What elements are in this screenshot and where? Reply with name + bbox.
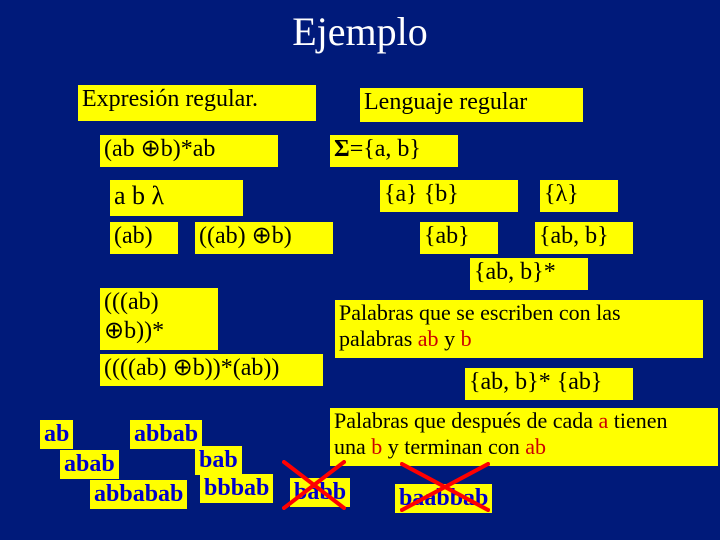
word-2: abab [60, 450, 119, 479]
text-span: ={a, b} [350, 136, 421, 162]
box-expr_main: (ab ⊕b)*ab [100, 135, 278, 167]
word-4: abbabab [90, 480, 187, 509]
text-span: b))* [124, 318, 164, 344]
box-triple_star: (((ab) ⊕b))* [100, 288, 218, 350]
word-3: bab [195, 446, 242, 475]
word-1: abbab [130, 420, 202, 449]
text-span: ab [418, 326, 439, 351]
box-set_ab: {ab} [420, 222, 498, 254]
box-set_abb: {ab, b} [535, 222, 633, 254]
box-lambda_set: {λ} [540, 180, 618, 212]
slide-title: Ejemplo [292, 9, 428, 54]
slide-root: Ejemplo Expresión regular. Lenguaje regul… [0, 0, 720, 540]
text-span: Palabras que se escriben con las palabra… [339, 300, 621, 351]
text-span: Σ [334, 136, 350, 162]
word-7: baabbab [395, 484, 492, 513]
box-desc2: Palabras que después de cada a tienen un… [330, 408, 718, 466]
text-span: ((((ab) [104, 355, 173, 381]
word-6: babb [290, 478, 350, 507]
box-expr_header: Expresión regular. [78, 85, 316, 121]
symbol-span: ⊕ [141, 136, 161, 162]
text-span: b [371, 434, 382, 459]
symbol-span: ⊕ [252, 223, 272, 249]
text-span: b)*ab [161, 136, 216, 162]
text-span: b [461, 326, 472, 351]
title-bar: Ejemplo [0, 0, 720, 69]
text-span: b) [272, 223, 292, 249]
box-set_abb_star_ab: {ab, b}* {ab} [465, 368, 633, 400]
text-span: ((ab) [199, 223, 252, 249]
symbol-span: λ [556, 181, 568, 207]
word-0: ab [40, 420, 73, 449]
text-span: (((ab) [104, 289, 159, 315]
text-span: b))*(ab)) [193, 355, 280, 381]
text-span: (ab [104, 136, 141, 162]
box-desc1: Palabras que se escriben con las palabra… [335, 300, 703, 358]
text-span: } [567, 181, 579, 207]
box-sigma: Σ={a, b} [330, 135, 458, 167]
box-ab_single: (ab) [110, 222, 178, 254]
box-abk: a b λ [110, 180, 243, 216]
word-5: bbbab [200, 474, 273, 503]
box-full_expr: ((((ab) ⊕b))*(ab)) [100, 354, 323, 386]
text-span: a [599, 408, 609, 433]
symbol-span: ⊕ [104, 318, 124, 344]
box-lang_header: Lenguaje regular [360, 88, 583, 122]
box-ab_sets: {a} {b} [380, 180, 518, 212]
text-span: y [439, 326, 461, 351]
text-span: { [544, 181, 556, 207]
text-span: a b [114, 181, 152, 210]
text-span: ab [525, 434, 546, 459]
symbol-span: ⊕ [173, 355, 193, 381]
box-ab_plus_b: ((ab) ⊕b) [195, 222, 333, 254]
text-span: y terminan con [382, 434, 525, 459]
box-set_abb_star: {ab, b}* [470, 258, 588, 290]
text-span: Palabras que después de cada [334, 408, 599, 433]
symbol-span: λ [152, 181, 165, 210]
